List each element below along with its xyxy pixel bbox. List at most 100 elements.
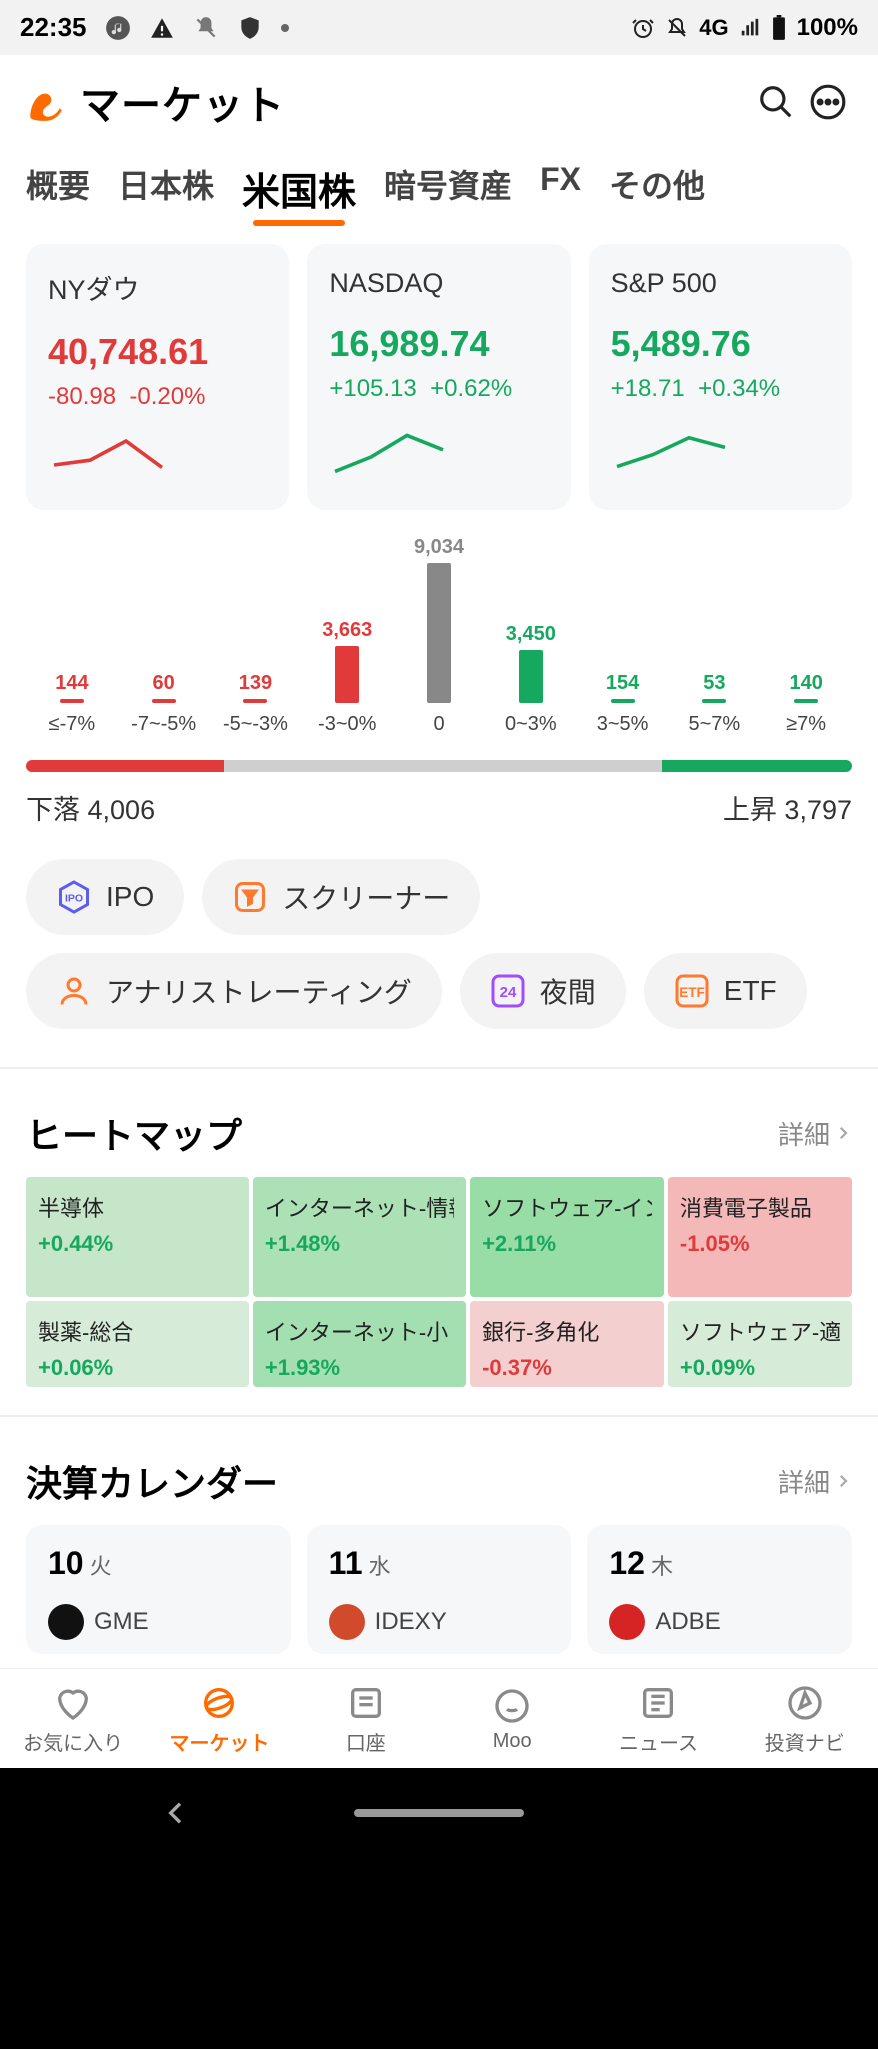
dist-bar (243, 699, 267, 703)
heatmap-detail-link[interactable]: 詳細 (778, 1115, 852, 1152)
network-label: 4G (699, 15, 728, 41)
heatmap-cell-5[interactable]: インターネット-小+1.93% (253, 1301, 466, 1387)
heatmap-grid[interactable]: 半導体 +0.44% インターネット-情報+1.48%ソフトウェア-イン+2.11%… (0, 1177, 878, 1387)
bottom-nav-label: Moo (493, 1730, 532, 1753)
warning-icon (149, 15, 175, 41)
system-home-pill[interactable] (354, 1809, 524, 1817)
dist-value: 3,663 (322, 619, 372, 642)
dist-value: 144 (55, 672, 88, 695)
index-value: 5,489.76 (611, 323, 830, 365)
tab-3[interactable]: 暗号資産 (384, 161, 512, 216)
earnings-detail-link[interactable]: 詳細 (778, 1463, 852, 1500)
system-back-icon[interactable] (160, 1797, 192, 1829)
index-card-2[interactable]: S&P 5005,489.76+18.71 +0.34% (589, 244, 852, 510)
dist-col-3: 3,663-3~0% (301, 619, 393, 736)
dnd-icon (665, 16, 689, 40)
heatmap-sector-name: 半導体 (38, 1191, 237, 1223)
earnings-day-1[interactable]: 11水IDEXY (307, 1525, 572, 1654)
etf-icon: ETF (674, 973, 710, 1009)
svg-text:24: 24 (499, 984, 516, 1001)
heatmap-cell-1[interactable]: インターネット-情報+1.48% (253, 1177, 466, 1297)
gauge-segment (662, 760, 852, 772)
chip-label: スクリーナー (282, 877, 450, 917)
search-button[interactable] (750, 76, 802, 128)
tab-4[interactable]: FX (540, 161, 581, 216)
signal-icon (739, 17, 761, 39)
tab-2[interactable]: 米国株 (242, 161, 356, 216)
index-card-1[interactable]: NASDAQ16,989.74+105.13 +0.62% (307, 244, 570, 510)
heatmap-cell-7[interactable]: ソフトウェア-適+0.09% (668, 1301, 852, 1387)
dist-range: -5~-3% (223, 713, 288, 736)
heatmap-cell-2[interactable]: ソフトウェア-イン+2.11% (470, 1177, 664, 1297)
bottom-nav-item-3[interactable]: Moo (439, 1669, 585, 1768)
heatmap-sector-name: 製薬-総合 (38, 1315, 237, 1347)
earnings-day-0[interactable]: 10火GME (26, 1525, 291, 1654)
analyst-icon (56, 973, 92, 1009)
chevron-right-icon (834, 1472, 852, 1490)
navi-icon (785, 1683, 825, 1723)
heatmap-cell-4[interactable]: 製薬-総合+0.06% (26, 1301, 249, 1387)
account-icon (346, 1683, 386, 1723)
moo-icon (492, 1686, 532, 1726)
bottom-nav-item-2[interactable]: 口座 (293, 1669, 439, 1768)
dist-range: 5~7% (689, 713, 741, 736)
index-card-0[interactable]: NYダウ40,748.61-80.98 -0.20% (26, 244, 289, 510)
chip-etf[interactable]: ETFETF (644, 953, 807, 1029)
tab-5[interactable]: その他 (609, 161, 705, 216)
bottom-nav-label: 口座 (346, 1727, 386, 1756)
heatmap-cell-6[interactable]: 銀行-多角化-0.37% (470, 1301, 664, 1387)
bottom-nav-item-4[interactable]: ニュース (585, 1669, 731, 1768)
heatmap-sector-name: インターネット-小 (265, 1315, 454, 1347)
bottom-nav-item-1[interactable]: マーケット (146, 1669, 292, 1768)
sparkline-icon (48, 429, 168, 489)
dist-range: 3~5% (597, 713, 649, 736)
dist-value: 154 (606, 672, 639, 695)
advance-decline-distribution[interactable]: 144≤-7%60-7~-5%139-5~-3%3,663-3~0%9,0340… (0, 520, 878, 837)
market-icon (199, 1683, 239, 1723)
bottom-nav-item-5[interactable]: 投資ナビ (732, 1669, 878, 1768)
more-button[interactable] (802, 76, 854, 128)
chip-screener[interactable]: スクリーナー (202, 859, 480, 935)
music-icon (105, 15, 131, 41)
heatmap-cell-0[interactable]: 半導体 +0.44% (26, 1177, 249, 1297)
earnings-day-num: 12 (609, 1545, 645, 1582)
heatmap-change: +0.44% (38, 1231, 237, 1257)
chip-analyst[interactable]: アナリストレーティング (26, 953, 442, 1029)
index-change: -80.98 -0.20% (48, 383, 267, 411)
bottom-nav-label: お気に入り (23, 1727, 123, 1756)
earnings-weekday: 木 (651, 1554, 673, 1579)
heatmap-sector-name: ソフトウェア-イン (482, 1191, 652, 1223)
dist-value: 53 (703, 672, 725, 695)
dist-value: 139 (239, 672, 272, 695)
chevron-right-icon (834, 1124, 852, 1142)
svg-text:IPO: IPO (65, 893, 83, 905)
dist-range: 0~3% (505, 713, 557, 736)
earnings-weekday: 水 (369, 1554, 391, 1579)
dist-bar (611, 699, 635, 703)
earnings-title: 決算カレンダー (26, 1455, 278, 1507)
earnings-ticker: GME (94, 1608, 149, 1636)
dist-range: ≤-7% (49, 713, 96, 736)
dist-bar (60, 699, 84, 703)
dist-col-0: 144 ≤-7% (26, 672, 118, 736)
status-dot-icon (281, 24, 289, 32)
dist-range: -7~-5% (131, 713, 196, 736)
dist-col-1: 60-7~-5% (118, 672, 210, 736)
chip-night24[interactable]: 24夜間 (460, 953, 626, 1029)
tab-0[interactable]: 概要 (26, 161, 90, 216)
dist-bar (152, 699, 176, 703)
bottom-nav-item-0[interactable]: お気に入り (0, 1669, 146, 1768)
earnings-day-2[interactable]: 12木ADBE (587, 1525, 852, 1654)
bottom-nav-label: ニュース (619, 1727, 698, 1756)
tab-1[interactable]: 日本株 (118, 161, 214, 216)
bottom-nav: お気に入りマーケット口座 Moo ニュース 投資ナビ (0, 1668, 878, 1768)
advancing-total: 上昇 3,797 (723, 788, 852, 827)
heatmap-change: +1.48% (265, 1231, 454, 1257)
index-value: 40,748.61 (48, 331, 267, 373)
battery-pct: 100% (797, 14, 858, 42)
index-change: +18.71 +0.34% (611, 375, 830, 403)
chip-ipo[interactable]: IPOIPO (26, 859, 184, 935)
index-cards: NYダウ40,748.61-80.98 -0.20%NASDAQ16,989.7… (0, 230, 878, 520)
heatmap-change: +0.09% (680, 1355, 840, 1381)
heatmap-cell-3[interactable]: 消費電子製品-1.05% (668, 1177, 852, 1297)
